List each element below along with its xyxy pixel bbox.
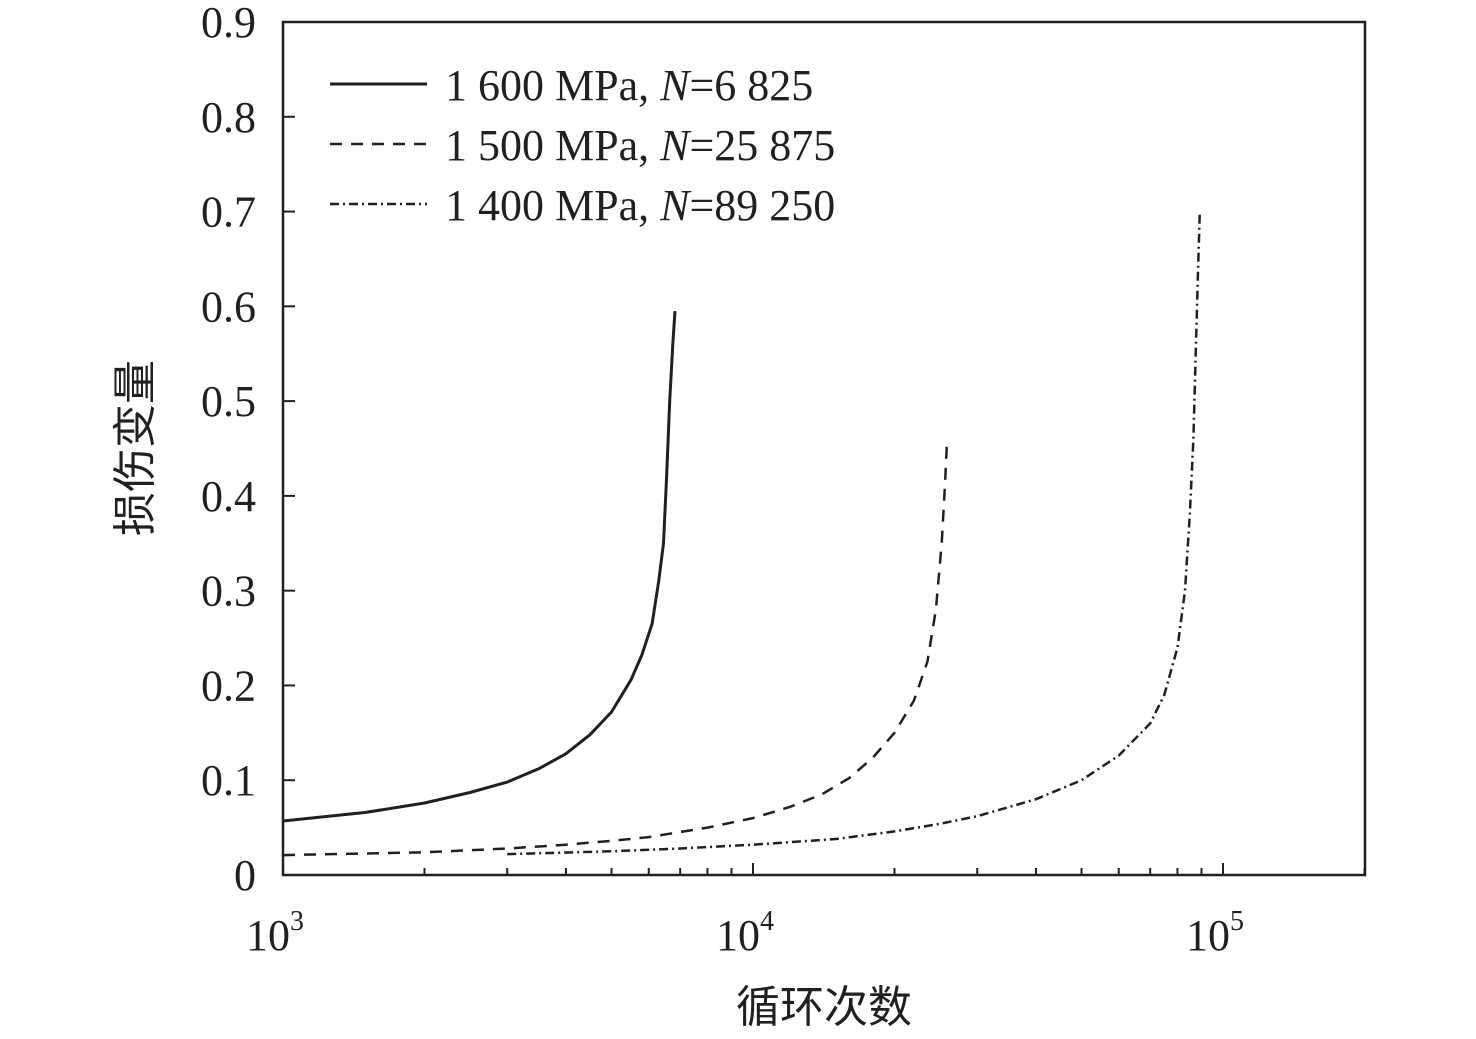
- plot-frame: [281, 20, 1367, 877]
- y-tick-label: 0.9: [201, 0, 256, 47]
- series-layer: [282, 211, 1202, 857]
- legend-label-2: 1 500 MPa, N=25 875: [445, 121, 835, 170]
- y-tick-label: 0.1: [201, 756, 256, 805]
- series-line-2: [282, 438, 949, 857]
- x-axis-title: 循环次数: [736, 982, 912, 1033]
- x-tick-label: 103: [246, 906, 304, 960]
- y-tick-label: 0.2: [201, 661, 256, 710]
- y-tick-label: 0: [234, 851, 256, 900]
- y-tick-label: 0.8: [201, 93, 256, 142]
- y-tick-label: 0.3: [201, 567, 256, 616]
- x-axis: 103 104 105: [246, 863, 1366, 960]
- x-tick-label: 104: [716, 906, 774, 960]
- legend: 1 600 MPa, N=6 825 1 500 MPa, N=25 875 1 4…: [330, 61, 835, 230]
- y-tick-label: 0.7: [201, 188, 256, 237]
- series-line-1: [282, 311, 677, 823]
- legend-label-1: 1 600 MPa, N=6 825: [445, 61, 813, 110]
- legend-label-3: 1 400 MPa, N=89 250: [445, 181, 835, 230]
- y-tick-label: 0.4: [201, 472, 256, 521]
- y-tick-label: 0.5: [201, 377, 256, 426]
- series-line-3: [507, 211, 1202, 856]
- x-tick-label: 105: [1186, 906, 1244, 960]
- y-axis-title: 损伤变量: [110, 360, 161, 536]
- y-tick-label: 0.6: [201, 282, 256, 331]
- y-axis: 0 0.1 0.2 0.3 0.4 0.5 0.6 0.7 0.8 0.9: [201, 0, 295, 900]
